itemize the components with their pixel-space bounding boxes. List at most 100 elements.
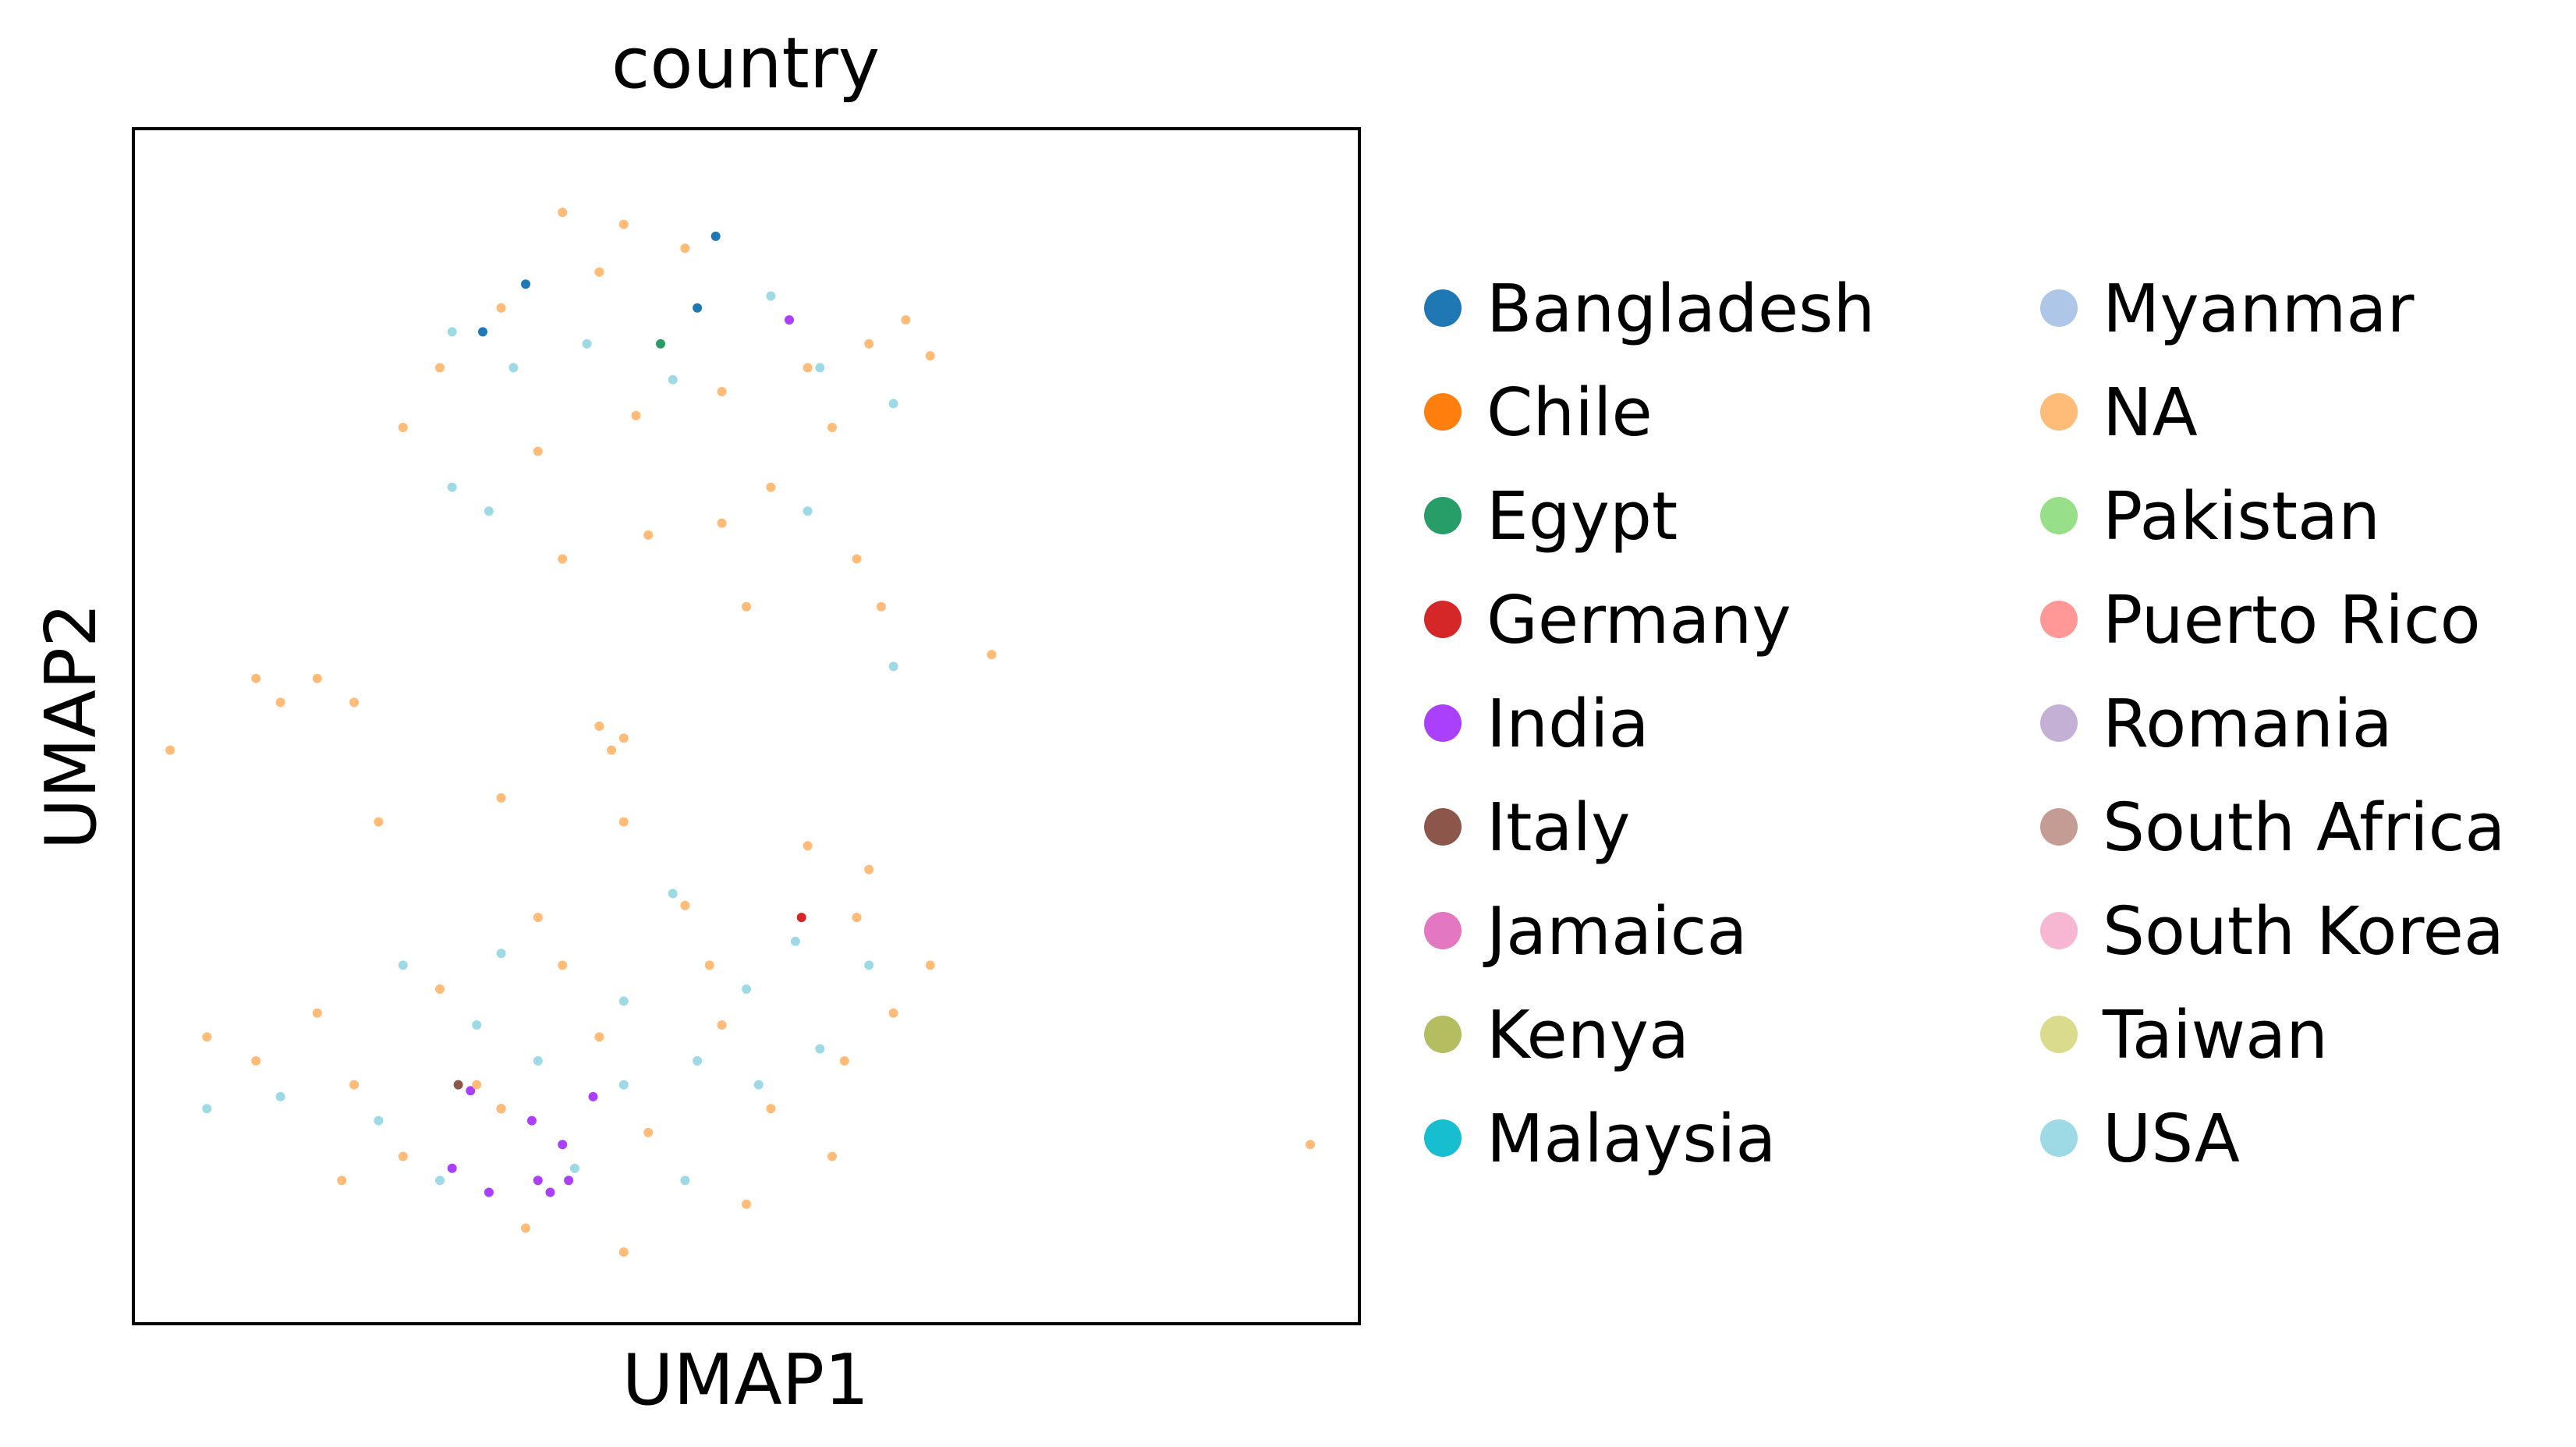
point-na-14 — [827, 423, 837, 432]
point-na-60 — [704, 960, 714, 970]
point-usa-11 — [398, 960, 408, 970]
point-bangladesh-2 — [478, 327, 487, 337]
point-na-25 — [275, 697, 285, 708]
point-na-61 — [533, 913, 543, 923]
legend-marker — [1424, 704, 1462, 742]
legend-item-india: India — [1424, 686, 1649, 763]
legend-item-romania: Romania — [2040, 686, 2393, 763]
point-na-40 — [312, 1008, 322, 1018]
legend-item-south-korea: South Korea — [2040, 893, 2504, 970]
legend-marker — [2040, 393, 2078, 431]
legend-item-chile: Chile — [1424, 374, 1653, 452]
point-usa-22 — [680, 1176, 690, 1186]
point-usa-1 — [508, 363, 519, 373]
point-india-5 — [558, 1140, 568, 1150]
point-na-13 — [925, 351, 935, 361]
point-usa-21 — [569, 1163, 579, 1173]
point-usa-18 — [864, 960, 874, 970]
legend-marker — [1424, 497, 1462, 534]
legend-marker — [2040, 601, 2078, 638]
legend-marker — [1424, 808, 1462, 846]
legend-item-malaysia: Malaysia — [1424, 1101, 1776, 1178]
point-usa-12 — [472, 1020, 482, 1030]
point-na-42 — [251, 1056, 261, 1066]
legend-label: USA — [2103, 1101, 2240, 1178]
point-na-59 — [827, 1151, 837, 1162]
point-bangladesh-1 — [521, 279, 530, 289]
y-axis-label: UMAP2 — [30, 603, 112, 850]
point-na-21 — [876, 601, 886, 612]
point-na-22 — [987, 650, 997, 660]
point-na-8 — [631, 410, 641, 420]
point-usa-5 — [815, 363, 825, 373]
point-na-41 — [202, 1032, 212, 1042]
point-na-48 — [888, 1008, 898, 1018]
legend-marker — [1424, 912, 1462, 949]
point-india-4 — [526, 1115, 537, 1126]
legend-marker — [1424, 289, 1462, 327]
point-na-24 — [251, 673, 261, 683]
point-na-18 — [558, 554, 568, 564]
point-usa-26 — [742, 984, 751, 994]
point-na-23 — [165, 745, 175, 755]
point-india-1 — [447, 1163, 457, 1173]
legend-item-egypt: Egypt — [1424, 478, 1678, 555]
legend-marker — [2040, 1119, 2078, 1157]
point-usa-8 — [484, 506, 494, 516]
point-na-32 — [374, 817, 384, 827]
point-na-9 — [717, 387, 727, 396]
point-usa-14 — [618, 996, 629, 1006]
legend-marker — [1424, 1119, 1462, 1157]
legend-item-germany: Germany — [1424, 582, 1791, 659]
point-na-54 — [398, 1151, 408, 1162]
point-na-0 — [558, 207, 568, 218]
point-na-27 — [349, 697, 359, 708]
point-na-39 — [435, 984, 445, 994]
point-na-10 — [803, 363, 813, 373]
point-na-56 — [521, 1223, 530, 1233]
legend-label: India — [1486, 686, 1649, 763]
point-na-30 — [618, 733, 629, 743]
legend-label: Taiwan — [2102, 997, 2328, 1074]
point-bangladesh-0 — [710, 231, 721, 241]
legend-marker — [2040, 289, 2078, 327]
point-na-50 — [852, 913, 862, 923]
point-na-11 — [864, 339, 874, 349]
point-usa-4 — [766, 291, 776, 301]
point-na-47 — [839, 1056, 849, 1066]
point-na-20 — [852, 554, 862, 564]
chart-title: country — [611, 23, 880, 105]
point-usa-16 — [753, 1080, 764, 1090]
point-germany-0 — [796, 913, 806, 923]
point-india-2 — [466, 1086, 476, 1096]
point-na-12 — [901, 315, 911, 325]
point-na-6 — [398, 423, 408, 432]
point-na-37 — [680, 900, 690, 910]
point-usa-20 — [435, 1176, 445, 1186]
point-na-4 — [496, 303, 506, 313]
legend-label: Germany — [1486, 582, 1791, 659]
point-na-49 — [925, 960, 935, 970]
point-na-3 — [594, 267, 604, 277]
legend-item-pakistan: Pakistan — [2040, 478, 2380, 555]
point-na-19 — [742, 601, 751, 612]
point-usa-17 — [815, 1044, 825, 1054]
legend-label: Bangladesh — [1486, 271, 1875, 348]
point-usa-28 — [668, 888, 678, 899]
point-usa-29 — [790, 936, 800, 946]
legend-label: Kenya — [1486, 997, 1689, 1074]
legend-item-myanmar: Myanmar — [2040, 271, 2414, 348]
point-usa-3 — [668, 374, 678, 385]
point-india-10 — [484, 1187, 494, 1197]
legend-item-jamaica: Jamaica — [1424, 893, 1747, 970]
legend-item-bangladesh: Bangladesh — [1424, 271, 1875, 348]
point-na-46 — [766, 1104, 776, 1114]
point-na-2 — [680, 243, 690, 254]
point-italy-0 — [453, 1080, 463, 1090]
plot-frame — [132, 127, 1361, 1325]
point-na-7 — [533, 446, 543, 456]
point-na-31 — [1306, 1140, 1316, 1150]
point-na-34 — [618, 817, 629, 827]
point-usa-24 — [202, 1104, 212, 1114]
